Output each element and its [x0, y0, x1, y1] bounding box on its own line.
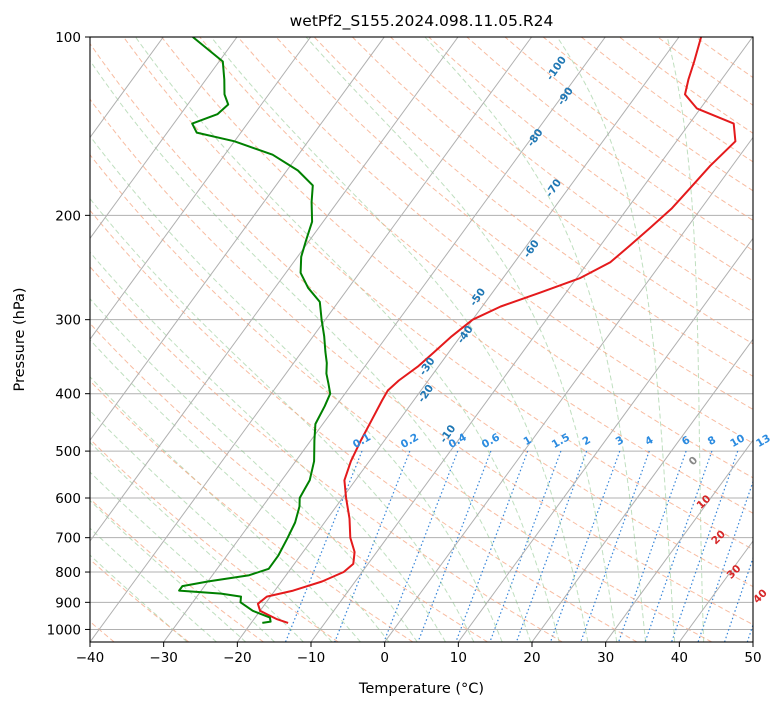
mixing-ratio-line — [334, 450, 411, 642]
y-tick-label: 600 — [55, 491, 81, 507]
x-tick-label: 0 — [380, 650, 389, 666]
temperature-profile-line — [256, 37, 737, 624]
moist-adiabat-line — [90, 251, 446, 642]
isotherm-line — [90, 37, 385, 442]
moist-adiabat-line — [90, 410, 333, 642]
mixing-ratio-line — [644, 450, 713, 642]
x-tick-label: 50 — [744, 650, 761, 666]
y-axis-ticks: 100 200 300 400 500 600 700 800 900 1000 — [47, 30, 90, 638]
mixing-ratio-line — [489, 450, 562, 642]
y-tick-label: 800 — [55, 565, 81, 581]
x-tick-label: 30 — [597, 650, 614, 666]
dry-adiabat-line — [275, 37, 753, 411]
dry-adiabat-line — [352, 37, 753, 345]
mixing-ratio-lines — [284, 450, 753, 642]
dry-adiabat-line — [90, 265, 563, 642]
y-tick-label: 700 — [55, 531, 81, 547]
dry-adiabat-line — [123, 37, 753, 551]
y-tick-label: 900 — [55, 595, 81, 611]
x-tick-label: −20 — [223, 650, 252, 666]
y-tick-label: 200 — [55, 208, 81, 224]
moist-adiabat-line — [90, 135, 503, 642]
y-tick-label: 500 — [55, 444, 81, 460]
dry-adiabat-line — [90, 438, 339, 642]
dry-adiabat-line — [90, 42, 753, 588]
isotherm-line — [90, 37, 459, 542]
dry-adiabat-line — [90, 209, 638, 642]
mixing-ratio-line — [697, 479, 753, 642]
isotherm-line — [90, 37, 312, 341]
moist-adiabat-line — [424, 37, 647, 642]
x-tick-label: 40 — [671, 650, 688, 666]
isotherm-line — [90, 37, 238, 240]
dry-adiabat-line — [199, 37, 753, 479]
isotherm-lines — [90, 37, 753, 642]
x-tick-label: −10 — [297, 650, 326, 666]
chart-title: wetPf2_S155.2024.098.11.05.R24 — [290, 12, 554, 31]
y-tick-label: 300 — [55, 313, 81, 329]
dry-adiabat-line — [313, 37, 753, 377]
moist-adiabat-line — [210, 37, 589, 642]
dry-adiabat-line — [161, 37, 753, 514]
isotherm-line — [236, 37, 680, 642]
x-axis-label: Temperature (°C) — [358, 681, 484, 697]
x-tick-label: 10 — [450, 650, 467, 666]
moist-adiabat-line — [305, 37, 618, 642]
moist-adiabat-line — [90, 197, 475, 642]
moist-adiabat-line — [135, 37, 560, 642]
mixing-ratio-line — [671, 450, 739, 642]
moist-adiabat-line — [90, 298, 418, 642]
isotherm-line — [90, 37, 533, 642]
y-axis-label: Pressure (hPa) — [12, 287, 28, 391]
moist-adiabat-line — [90, 59, 532, 642]
y-tick-label: 400 — [55, 387, 81, 403]
dry-adiabat-line — [90, 558, 190, 642]
x-tick-label: −40 — [76, 650, 105, 666]
x-axis-ticks: −40 −30 −20 −10 0 10 20 30 40 50 — [76, 642, 762, 666]
isotherm-line — [310, 37, 753, 642]
x-tick-label: −30 — [149, 650, 178, 666]
x-tick-label: 20 — [523, 650, 540, 666]
y-tick-label: 1000 — [47, 622, 81, 638]
y-tick-label: 100 — [55, 30, 81, 46]
dewpoint-profile-line — [178, 37, 332, 624]
dry-adiabat-line — [90, 98, 753, 626]
moist-adiabat-line — [556, 37, 676, 642]
mixing-ratio-line — [417, 450, 492, 642]
isotherm-line — [457, 237, 753, 642]
moist-adiabat-line — [90, 441, 304, 642]
plot-frame — [89, 36, 754, 643]
dry-adiabat-line — [90, 153, 712, 642]
moist-adiabat-line — [666, 37, 705, 642]
isotherm-line — [605, 439, 753, 642]
mixing-ratio-line — [724, 556, 753, 642]
grid-lines — [90, 37, 753, 630]
mixing-ratio-line — [515, 450, 588, 642]
mixing-ratio-line — [284, 450, 363, 642]
moist-adiabat-lines — [90, 37, 705, 642]
isotherm-line — [163, 37, 606, 642]
mixing-ratio-line — [455, 450, 529, 642]
dry-adiabat-lines — [90, 37, 753, 642]
series-lines — [178, 37, 737, 624]
mixing-ratio-line — [383, 450, 459, 642]
